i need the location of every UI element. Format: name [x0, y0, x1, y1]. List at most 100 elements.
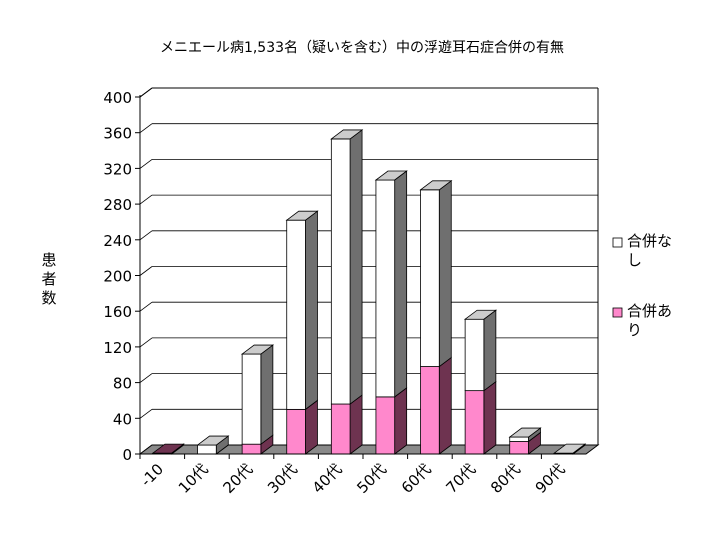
bar-with-complication — [330, 394, 363, 455]
bar-top — [553, 443, 587, 454]
chart-walls — [139, 87, 599, 454]
bar-without-complication-front — [464, 318, 485, 392]
x-tick-label: 90代 — [532, 460, 569, 497]
gridline-side — [139, 301, 153, 312]
bar-with-complication-side — [438, 356, 452, 455]
bar-without-complication-side — [349, 129, 363, 405]
bar-with-complication-front — [286, 408, 306, 455]
bar-with-complication-front — [241, 443, 262, 455]
bar-top — [240, 344, 275, 355]
x-tick-label: 30代 — [264, 460, 301, 497]
bar-top — [374, 170, 408, 181]
legend-swatch — [612, 307, 623, 318]
gridline-side — [139, 159, 153, 169]
bar-top — [196, 435, 230, 446]
bar-without-complication-front — [330, 138, 351, 405]
y-tick-label: 40 — [113, 410, 132, 428]
y-axis-label-char: 患 — [41, 251, 56, 269]
bar-with-complication-front — [509, 441, 529, 455]
bar-with-complication-side — [483, 380, 497, 455]
gridline-side — [139, 87, 153, 98]
bar-without-complication — [240, 344, 275, 445]
bar-with-complication — [420, 356, 452, 455]
gridline-side — [139, 123, 153, 134]
y-axis-label-char: 数 — [41, 289, 56, 307]
bar-with-complication-front — [464, 390, 485, 455]
y-tick-label: 280 — [103, 196, 132, 214]
y-axis: 0 40 80 120 160 200 240 280 320 360 400 — [103, 89, 141, 464]
bar-top — [285, 210, 319, 221]
gridline-side — [139, 230, 153, 241]
legend-swatch — [612, 237, 623, 248]
y-tick-label: 360 — [103, 125, 132, 143]
gridline-side — [139, 337, 153, 348]
chart-title: メニエール病1,533名（疑いを含む）中の浮遊耳石症合併の有無 — [160, 40, 564, 56]
gridline-side — [139, 194, 153, 205]
bar-without-complication — [285, 210, 319, 411]
y-axis-label: 患者数 — [41, 251, 56, 307]
x-tick-label: 60代 — [398, 460, 435, 497]
bar-with-complication-side — [349, 394, 363, 455]
x-tick-label: 40代 — [309, 460, 346, 497]
y-tick-label: 120 — [103, 339, 132, 357]
y-tick-label: 160 — [103, 303, 132, 321]
y-axis-label-char: 者 — [41, 270, 56, 288]
bar-without-complication-front — [509, 436, 529, 442]
bar-with-complication — [464, 380, 497, 455]
legend-label-line: 合併あ — [627, 302, 672, 320]
bar-without-complication-front — [197, 444, 217, 455]
back-wall — [140, 88, 598, 454]
bar-top — [419, 180, 453, 191]
legend-item: 合併なし — [612, 232, 672, 269]
bar-without-complication — [463, 309, 498, 392]
bar-with-complication-side — [394, 387, 408, 455]
x-tick-label: 20代 — [219, 460, 256, 497]
bar-without-complication-front — [286, 219, 306, 410]
bar-without-complication — [508, 427, 542, 443]
y-tick-label: 200 — [103, 268, 132, 286]
bar-top — [463, 309, 498, 320]
bar-with-complication — [375, 387, 408, 455]
gridline-side — [139, 408, 153, 419]
y-tick-label: 0 — [122, 446, 132, 464]
bar-with-complication-front — [420, 366, 440, 455]
bar-without-complication — [419, 180, 453, 368]
y-tick-label: 400 — [103, 89, 132, 107]
y-tick-label: 80 — [113, 375, 132, 393]
legend-label-line: 合併な — [627, 232, 672, 250]
bar-without-complication-side — [483, 309, 497, 392]
y-tick-label: 320 — [103, 160, 132, 178]
legend-label: 合併なし — [627, 232, 672, 269]
bar-without-complication-side — [260, 344, 274, 445]
bar-without-complication-front — [241, 353, 262, 445]
bar-with-complication-front — [330, 403, 351, 455]
bar-without-complication — [151, 443, 185, 454]
bar-without-complication-side — [305, 210, 318, 411]
bar-top — [151, 443, 185, 454]
gridline-side — [139, 266, 153, 276]
bar-without-complication — [374, 170, 408, 398]
bar-without-complication-front — [420, 189, 440, 367]
x-tick-label: 50代 — [353, 460, 390, 497]
chart-bars — [151, 129, 587, 455]
x-tick-label: 10代 — [175, 460, 212, 497]
bar-with-complication — [286, 399, 318, 455]
bar-without-complication — [330, 129, 364, 405]
bar-without-complication-side — [438, 180, 452, 368]
bar-without-complication-front — [375, 179, 396, 398]
bar-without-complication-side — [394, 170, 408, 398]
y-tick-label: 240 — [103, 232, 132, 250]
x-tick-label: -10 — [137, 460, 167, 490]
legend-label-line: し — [627, 251, 642, 269]
x-tick-label: 70代 — [442, 460, 479, 497]
x-tick-label: 80代 — [487, 460, 524, 497]
legend-label: 合併あり — [627, 302, 672, 339]
bar-top — [330, 129, 364, 140]
bar-with-complication-front — [375, 396, 396, 455]
x-axis: -10 10代 20代 30代 40代 50代 60代 70代 80代 90代 — [137, 453, 586, 497]
legend-label-line: り — [627, 321, 642, 339]
legend-item: 合併あり — [612, 302, 672, 339]
gridline-side — [139, 373, 153, 383]
